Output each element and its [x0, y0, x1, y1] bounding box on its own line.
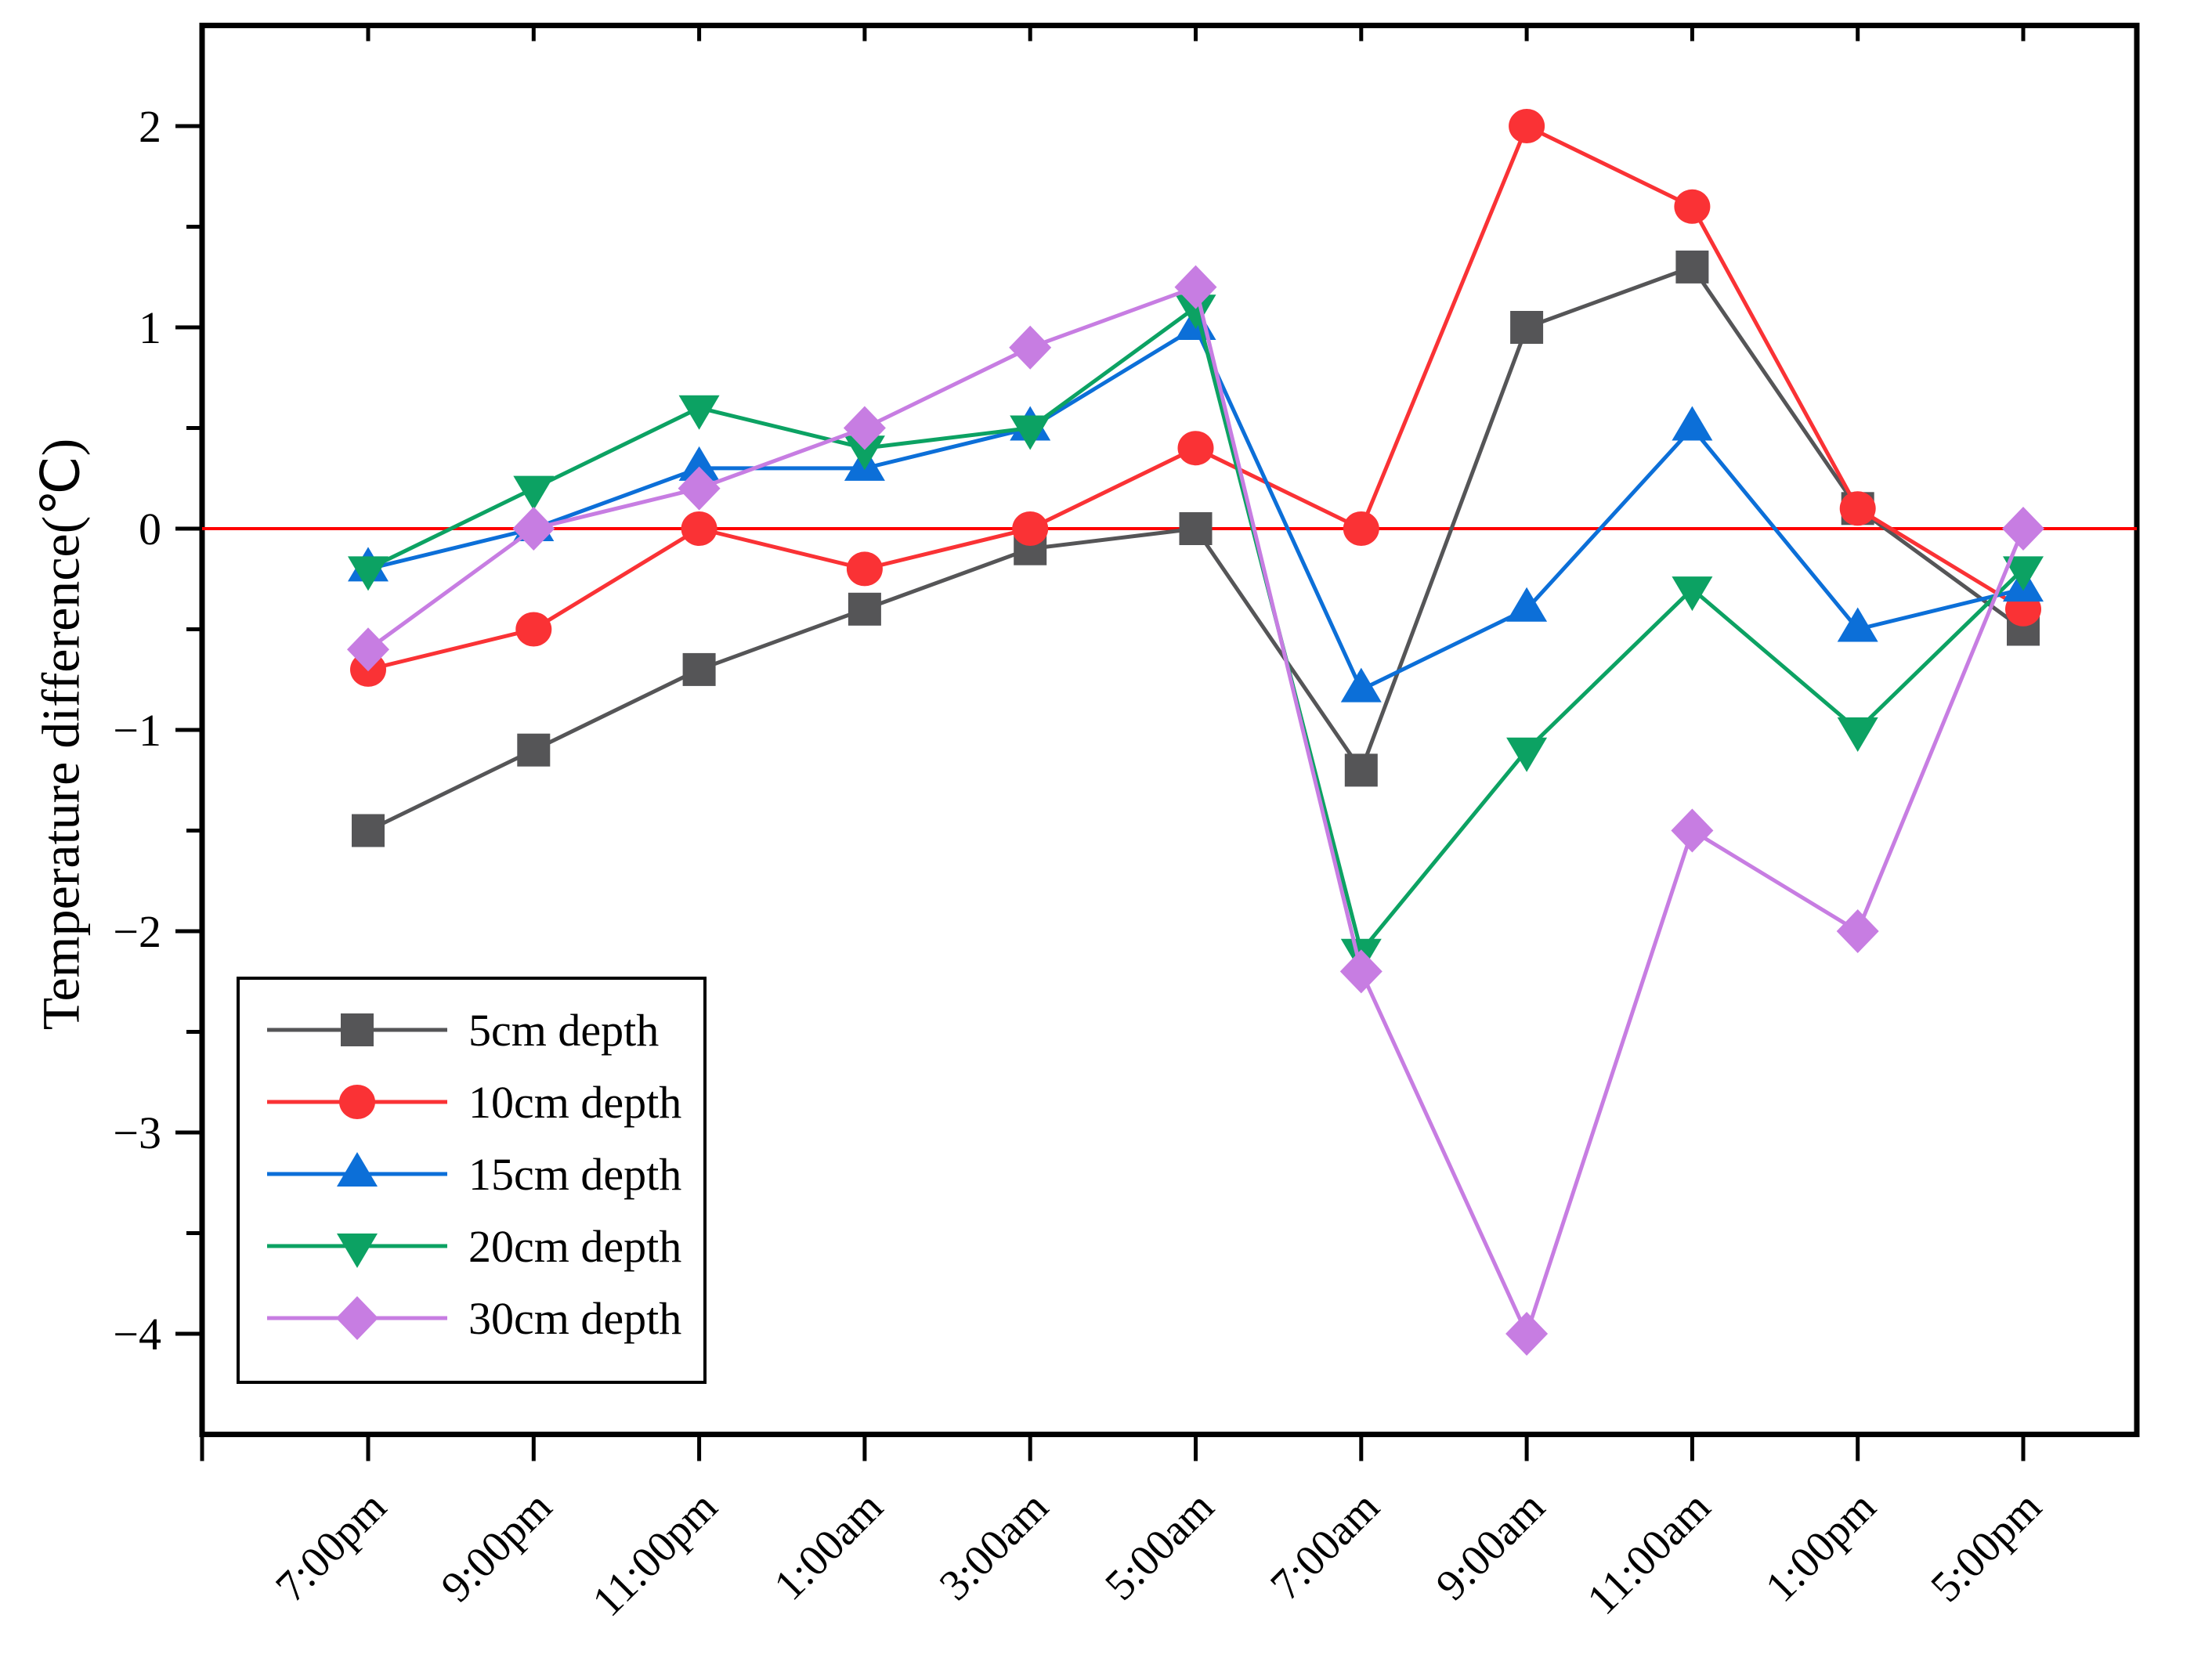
legend-item: 5cm depth: [240, 994, 703, 1066]
data-point-marker: [1010, 415, 1051, 450]
legend-label: 10cm depth: [468, 1076, 682, 1128]
x-tick-label: 9:00am: [1427, 1483, 1555, 1610]
data-point-marker: [1671, 808, 1714, 853]
data-point-marker: [1506, 587, 1548, 622]
data-point-marker: [846, 551, 883, 587]
legend-marker-5cm: [267, 1013, 447, 1046]
data-point-marker: [1174, 265, 1217, 309]
data-point-marker: [844, 435, 885, 471]
data-point-marker: [1175, 294, 1216, 330]
y-tick-label: 1: [139, 302, 161, 353]
legend-marker-30cm: [267, 1296, 447, 1340]
data-point-marker: [1506, 737, 1548, 772]
x-tick-label: 5:00am: [1096, 1483, 1223, 1610]
data-point-marker: [2003, 556, 2044, 591]
x-tick-label: 5:00pm: [1921, 1483, 2051, 1612]
x-tick-label: 7:00pm: [266, 1483, 396, 1612]
x-tick-label: 9:00pm: [432, 1483, 562, 1612]
data-point-marker: [678, 395, 720, 430]
data-point-marker: [678, 466, 721, 511]
data-point-marker: [682, 652, 716, 686]
data-point-marker: [1510, 311, 1544, 344]
data-point-marker: [513, 475, 555, 511]
x-tick-label: 1:00am: [764, 1483, 892, 1610]
data-point-marker: [678, 446, 720, 481]
legend-item: 30cm depth: [240, 1282, 703, 1354]
series-line: [367, 304, 2025, 956]
legend-marker-10cm: [267, 1085, 447, 1119]
data-point-marker: [843, 406, 886, 450]
data-point-marker: [347, 627, 389, 672]
data-point-marker: [512, 507, 555, 551]
x-tick-label: 3:00am: [931, 1483, 1058, 1610]
data-point-marker: [1836, 909, 1879, 953]
data-point-marker: [1009, 325, 1052, 370]
legend: 5cm depth 10cm depth 15cm depth 20cm dep…: [237, 977, 707, 1384]
data-point-marker: [848, 592, 881, 626]
data-point-marker: [1340, 667, 1382, 703]
series-line: [367, 123, 2025, 672]
data-point-marker: [1675, 250, 1709, 284]
data-point-marker: [1672, 406, 1713, 441]
data-point-marker: [1505, 1312, 1549, 1356]
data-point-marker: [348, 556, 389, 591]
y-tick-label: 2: [139, 101, 161, 152]
legend-marker-glyph: [339, 1085, 375, 1119]
data-point-marker: [1837, 717, 1878, 752]
legend-marker-glyph: [337, 1234, 378, 1268]
y-tick-label: 0: [139, 504, 161, 554]
data-point-marker: [1344, 753, 1378, 787]
data-point-marker: [1839, 491, 1876, 526]
series-15cm-depth: [348, 305, 2044, 703]
legend-marker-glyph: [337, 1152, 378, 1187]
data-point-marker: [352, 814, 385, 847]
series-line: [367, 264, 2025, 833]
data-point-marker: [1012, 511, 1049, 546]
data-point-marker: [515, 612, 552, 647]
x-tick-label: 11:00am: [1578, 1483, 1720, 1624]
data-point-marker: [2002, 507, 2044, 551]
series-5cm-depth: [352, 250, 2040, 847]
x-tick-label: 1:00pm: [1756, 1483, 1885, 1612]
y-tick-label: −4: [113, 1309, 161, 1360]
legend-marker-glyph: [336, 1296, 378, 1340]
data-point-marker: [1672, 576, 1713, 612]
data-point-marker: [1674, 189, 1711, 224]
data-point-marker: [1339, 949, 1382, 994]
legend-item: 10cm depth: [240, 1066, 703, 1138]
y-tick-label: −1: [113, 705, 161, 756]
y-axis-title: Temperature difference(℃): [31, 438, 91, 1031]
legend-label: 20cm depth: [468, 1220, 682, 1272]
data-point-marker: [681, 511, 717, 546]
data-point-marker: [1509, 109, 1545, 143]
x-tick-label: 7:00am: [1261, 1483, 1389, 1610]
data-point-marker: [1179, 512, 1213, 545]
series-20cm-depth: [348, 294, 2044, 973]
y-tick-label: −3: [113, 1107, 161, 1158]
legend-marker-glyph: [341, 1013, 374, 1046]
legend-marker-20cm: [267, 1234, 447, 1268]
legend-item: 15cm depth: [240, 1138, 703, 1210]
data-point-marker: [1177, 431, 1214, 466]
legend-marker-15cm: [267, 1152, 447, 1187]
series-10cm-depth: [350, 109, 2041, 687]
data-point-marker: [1343, 511, 1379, 546]
y-tick-label: −2: [113, 906, 161, 957]
legend-item: 20cm depth: [240, 1210, 703, 1282]
x-tick-label: 11:00pm: [584, 1483, 727, 1626]
legend-label: 5cm depth: [468, 1004, 660, 1056]
legend-label: 30cm depth: [468, 1292, 682, 1344]
legend-label: 15cm depth: [468, 1148, 682, 1200]
series-30cm-depth: [347, 265, 2044, 1356]
data-point-marker: [517, 733, 551, 767]
data-point-marker: [1837, 607, 1878, 642]
